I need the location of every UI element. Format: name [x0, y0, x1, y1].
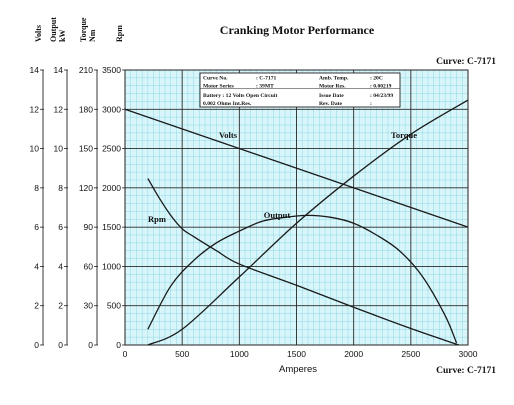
y-tick-label: 1500: [102, 222, 121, 232]
y-tick-label: 6: [34, 222, 39, 232]
series-line-output: [147, 214, 458, 344]
y-tick-label: 1000: [102, 261, 121, 271]
series-label-volts: Volts: [219, 130, 238, 140]
curve-label-top: Curve: C-7171: [436, 57, 496, 67]
info-box-cell: Issue Date: [319, 93, 344, 99]
y-tick-label: 2500: [102, 144, 121, 154]
series-label-torque: Torque: [391, 130, 417, 140]
series-label-rpm: Rpm: [148, 214, 166, 224]
series-label-output: Output: [264, 210, 291, 220]
info-box-cell: Motor Res.: [319, 84, 346, 90]
y-axis-label-word: Output: [49, 17, 58, 42]
y-axis-label-torque-nm: Torque Nm: [79, 17, 97, 42]
info-box-frame: [199, 72, 401, 108]
info-box-cell: Battery : 12 Volts Open Circuit: [203, 93, 277, 99]
y-tick-label: 180: [79, 104, 93, 114]
info-box-cell: Amb. Temp.: [319, 76, 349, 82]
y-axis-label-rpm: Rpm: [115, 25, 124, 42]
y-tick-label: 10: [30, 144, 40, 154]
info-box-cell: 0.002 Ohms Int.Res.: [203, 101, 252, 107]
y-axis-label-word: Rpm: [115, 25, 124, 42]
info-box-cell: : 39MT: [256, 84, 274, 90]
y-tick-label: 90: [84, 222, 94, 232]
y-axis-label-word: kW: [58, 30, 67, 42]
y-tick-label: 4: [34, 261, 39, 271]
x-axis-label: Amperes: [279, 364, 317, 375]
info-box-cell: Motor Series: [203, 84, 235, 90]
y-tick-label: 2: [58, 301, 63, 311]
info-box-cell: : C-7171: [256, 76, 277, 82]
series-layer: Volts Torque Output Rpm: [124, 99, 469, 346]
y-tick-label: 8: [34, 183, 39, 193]
chart-title: Cranking Motor Performance: [220, 23, 375, 37]
x-tick-label: 500: [175, 349, 189, 359]
y-tick-label: 14: [30, 65, 40, 75]
y-tick-label: 120: [79, 183, 93, 193]
y-tick-label: 0: [58, 340, 63, 350]
x-tick-label: 1500: [287, 349, 306, 359]
y-tick-label: 10: [54, 144, 64, 154]
info-box-cell: Curve No.: [203, 76, 228, 82]
y-tick-label: 6: [58, 222, 63, 232]
x-tick-label: 3000: [459, 349, 478, 359]
y-tick-label: 60: [84, 261, 94, 271]
y-tick-label: 2000: [102, 183, 121, 193]
x-axis-ticks: 0 500 1000 1500 2000 2500 3000: [123, 349, 478, 359]
y-tick-label: 2: [34, 301, 39, 311]
series-line-volts: [124, 108, 469, 228]
y-tick-label: 8: [58, 183, 63, 193]
y-axis-label-output-kw: Output kW: [49, 17, 67, 42]
x-tick-label: 2500: [401, 349, 420, 359]
y-axis-label-word: Nm: [88, 29, 97, 42]
y-tick-label: 3500: [102, 65, 121, 75]
y-axis-label-volts: Volts: [34, 25, 43, 42]
info-box-cell: : 0.00219: [370, 84, 392, 90]
y-tick-label: 30: [84, 301, 94, 311]
series-line-rpm: [147, 178, 460, 346]
y-tick-label: 210: [79, 65, 93, 75]
y-tick-label: 12: [54, 104, 64, 114]
info-box-cell: : 20C: [370, 76, 383, 82]
y-tick-label: 150: [79, 144, 93, 154]
y-tick-label: 0: [88, 340, 93, 350]
y-tick-label: 0: [34, 340, 39, 350]
y-tick-label: 4: [58, 261, 63, 271]
y-axis-label-word: Torque: [79, 17, 88, 42]
info-box: Curve No. : C-7171 Amb. Temp. : 20C Motor Se…: [199, 72, 401, 108]
x-tick-label: 1000: [230, 349, 249, 359]
info-box-cell: : 04/23/99: [370, 93, 393, 99]
y-tick-label: 0: [116, 340, 121, 350]
y-tick-label: 14: [54, 65, 64, 75]
series-line-torque: [147, 99, 469, 346]
y-axis-label-word: Volts: [34, 25, 43, 42]
x-tick-label: 2000: [344, 349, 363, 359]
x-tick-label: 0: [123, 349, 128, 359]
y-axes: 0 2 4 6 8 10 12 14 Volts 0 2 4 6 8 10 12 14 Output kW 0 30 60…: [30, 17, 126, 350]
info-box-cell: :: [370, 101, 372, 107]
y-tick-label: 500: [107, 301, 121, 311]
y-tick-label: 3000: [102, 104, 121, 114]
info-box-cell: Rev. Date: [319, 101, 343, 107]
curve-label-bottom: Curve: C-7171: [436, 366, 496, 376]
y-tick-label: 12: [30, 104, 40, 114]
